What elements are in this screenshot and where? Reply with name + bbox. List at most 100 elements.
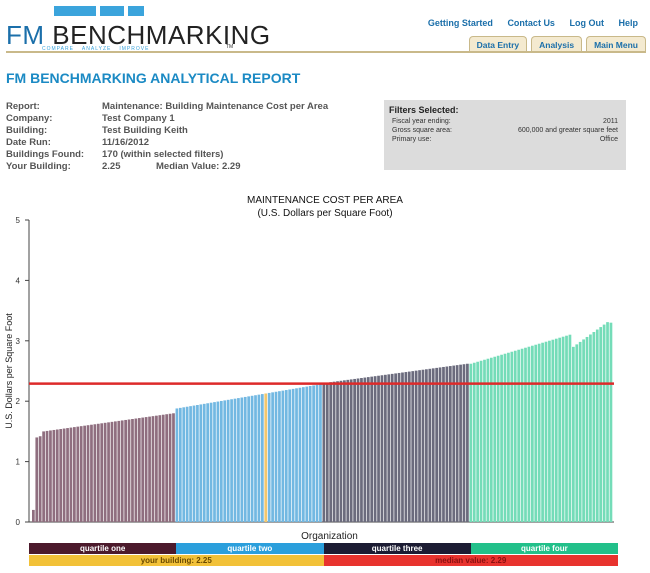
- chart-bar: [510, 351, 514, 522]
- chart-bar: [278, 391, 281, 522]
- chart-bar: [274, 391, 278, 522]
- help-link[interactable]: Help: [618, 18, 638, 28]
- chart-bar: [421, 369, 425, 522]
- chart-bar: [86, 425, 90, 522]
- chart-bar: [233, 398, 237, 522]
- chart-bar: [370, 376, 374, 522]
- chart-bar: [189, 406, 192, 522]
- chart-bar: [503, 353, 507, 522]
- chart-bar: [32, 509, 35, 522]
- chart-bar: [353, 378, 356, 522]
- y-tick-label: 0: [16, 518, 21, 527]
- chart-bar: [524, 347, 527, 522]
- filters-title: Filters Selected:: [389, 105, 459, 115]
- field-value: Test Company 1: [102, 113, 175, 124]
- contact-us-link[interactable]: Contact Us: [507, 18, 555, 28]
- chart-bar: [578, 341, 582, 522]
- chart-bar: [230, 399, 233, 522]
- chart-bar: [377, 375, 380, 522]
- y-tick-label: 3: [16, 337, 21, 346]
- chart-bar: [175, 408, 179, 522]
- filter-label: Gross square area:: [392, 127, 452, 134]
- chart-bar: [530, 345, 534, 522]
- filters-panel: Filters Selected: Fiscal year ending: 201…: [384, 100, 626, 170]
- chart-bar: [407, 371, 411, 522]
- legend-quartile-three: quartile three: [323, 543, 471, 554]
- chart-bar: [319, 384, 322, 522]
- chart-bar: [339, 380, 343, 522]
- chart-bar: [565, 335, 568, 522]
- chart-bar: [373, 376, 377, 522]
- tab-bar: Data Entry Analysis Main Menu: [468, 36, 646, 53]
- legend-quartile-one: quartile one: [29, 543, 177, 554]
- chart-bar: [469, 363, 473, 522]
- filter-label: Fiscal year ending:: [392, 118, 451, 125]
- field-value: 2.25: [102, 161, 121, 172]
- field-label: Report:: [6, 101, 40, 112]
- chart-bar: [435, 367, 439, 522]
- chart-bar: [592, 332, 596, 522]
- chart-bar: [438, 367, 442, 522]
- getting-started-link[interactable]: Getting Started: [427, 18, 493, 28]
- chart-bar: [575, 344, 579, 522]
- chart-bar: [178, 407, 182, 522]
- chart-bar: [45, 430, 49, 522]
- chart-bar: [52, 429, 56, 522]
- filter-value: 600,000 and greater square feet: [517, 127, 618, 134]
- chart-bar: [459, 364, 462, 522]
- chart-bar: [418, 370, 421, 522]
- chart-title: MAINTENANCE COST PER AREA: [247, 195, 403, 206]
- chart-bar: [589, 334, 592, 522]
- brand-logo[interactable]: FM BENCHMARKING COMPARE ANALYZE IMPROVE TM: [6, 6, 270, 54]
- chart-bar: [165, 414, 169, 522]
- chart-bar: [582, 339, 585, 522]
- chart-bar: [401, 372, 404, 522]
- chart-bar: [507, 352, 510, 522]
- y-tick-label: 5: [16, 216, 21, 225]
- chart-bar: [257, 394, 261, 522]
- chart-bar: [466, 363, 469, 522]
- chart-bar: [107, 422, 110, 522]
- y-axis-label: U.S. Dollars per Square Foot: [4, 313, 14, 429]
- chart-bar: [264, 393, 268, 522]
- chart-bar: [202, 403, 206, 522]
- filter-label: Primary use:: [392, 136, 432, 143]
- chart-bar: [226, 399, 230, 522]
- chart-bar: [120, 420, 124, 522]
- chart-bar: [243, 396, 247, 522]
- value-legend-row: your building: 2.25 median value: 2.29: [29, 555, 618, 566]
- chart-bar: [240, 397, 244, 522]
- chart-bar: [571, 346, 575, 522]
- legend-your-building: your building: 2.25: [29, 555, 324, 566]
- chart-bar: [349, 379, 353, 522]
- x-axis-label: Organization: [301, 531, 358, 542]
- chart-bar: [206, 403, 210, 522]
- chart-bar: [500, 354, 503, 522]
- tab-main-menu[interactable]: Main Menu: [586, 36, 646, 53]
- log-out-link[interactable]: Log Out: [569, 18, 604, 28]
- chart-bar: [281, 390, 285, 522]
- tab-data-entry[interactable]: Data Entry: [468, 36, 528, 53]
- chart-bar: [49, 430, 52, 522]
- chart-bar: [343, 380, 346, 522]
- chart-bar: [554, 338, 558, 522]
- chart-bar: [148, 416, 151, 522]
- chart-bar: [213, 402, 216, 522]
- legend-quartile-four: quartile four: [470, 543, 618, 554]
- chart-bar: [544, 341, 548, 522]
- chart-bar: [295, 388, 298, 522]
- chart-bar: [476, 361, 480, 522]
- chart-bar: [609, 322, 613, 522]
- tab-analysis[interactable]: Analysis: [531, 36, 583, 53]
- chart-bar: [455, 365, 459, 522]
- chart-bar: [55, 429, 59, 522]
- chart-bar: [196, 405, 199, 522]
- chart-bar: [79, 426, 83, 522]
- chart-bar: [489, 357, 493, 522]
- chart-bar: [428, 368, 432, 522]
- chart-bar: [448, 366, 452, 522]
- chart-bar: [254, 395, 257, 522]
- chart-bar: [445, 366, 449, 522]
- chart-bar: [602, 324, 606, 522]
- chart-bar: [599, 327, 603, 522]
